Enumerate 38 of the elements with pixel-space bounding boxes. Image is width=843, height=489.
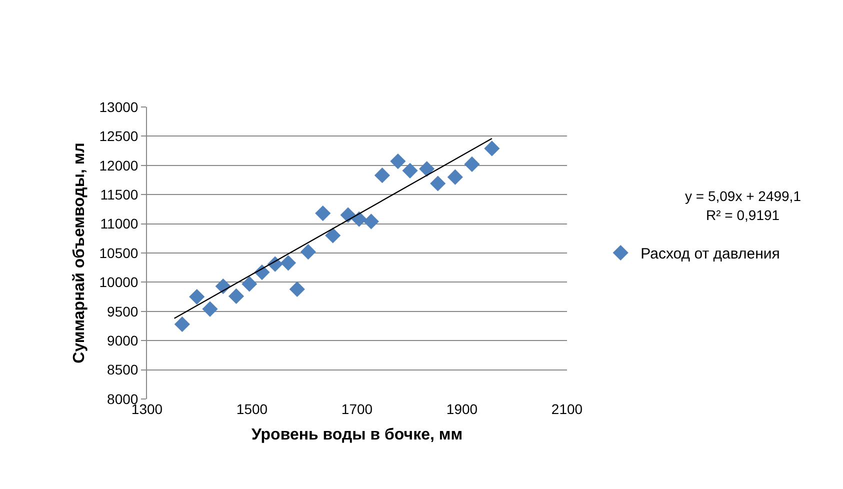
point xyxy=(300,244,316,260)
legend-label: Расход от давления xyxy=(640,246,780,263)
point xyxy=(464,156,480,172)
point xyxy=(390,154,406,170)
y-tick-label: 10000 xyxy=(99,274,138,290)
point xyxy=(484,140,500,156)
y-tick-label: 12500 xyxy=(99,128,138,144)
point xyxy=(447,169,463,185)
y-tick-label: 11000 xyxy=(100,216,138,232)
point xyxy=(419,161,435,177)
text: R² = 0,9191 xyxy=(706,207,780,223)
x-tick-label: 1700 xyxy=(341,401,373,417)
y-tick-label: 9000 xyxy=(107,332,138,348)
point xyxy=(402,162,418,178)
y-tick-label: 11500 xyxy=(100,186,138,202)
x-tick-label: 2100 xyxy=(551,401,583,417)
point xyxy=(174,316,190,332)
point xyxy=(280,255,296,271)
y-tick-label: 9500 xyxy=(107,303,138,320)
point xyxy=(363,214,379,230)
y-axis-title: Суммарнай объемводы, мл xyxy=(71,142,88,364)
point xyxy=(374,168,390,184)
y-tick-label: 13000 xyxy=(99,98,138,115)
point xyxy=(430,176,446,192)
text: y = 5,09x + 2499,1 xyxy=(685,188,802,204)
y-tick-label: 10500 xyxy=(99,244,138,261)
point xyxy=(315,205,331,222)
point xyxy=(228,288,244,304)
point xyxy=(189,289,205,305)
point xyxy=(325,228,341,244)
x-tick-label: 1500 xyxy=(236,401,268,417)
x-tick-label: 1900 xyxy=(446,401,478,417)
point xyxy=(202,301,218,317)
y-tick-label: 12000 xyxy=(99,157,138,174)
y-tick-label: 8500 xyxy=(107,362,138,378)
point xyxy=(242,276,258,292)
point xyxy=(289,281,305,298)
x-axis-title: Уровень воды в бочке, мм xyxy=(251,426,463,444)
